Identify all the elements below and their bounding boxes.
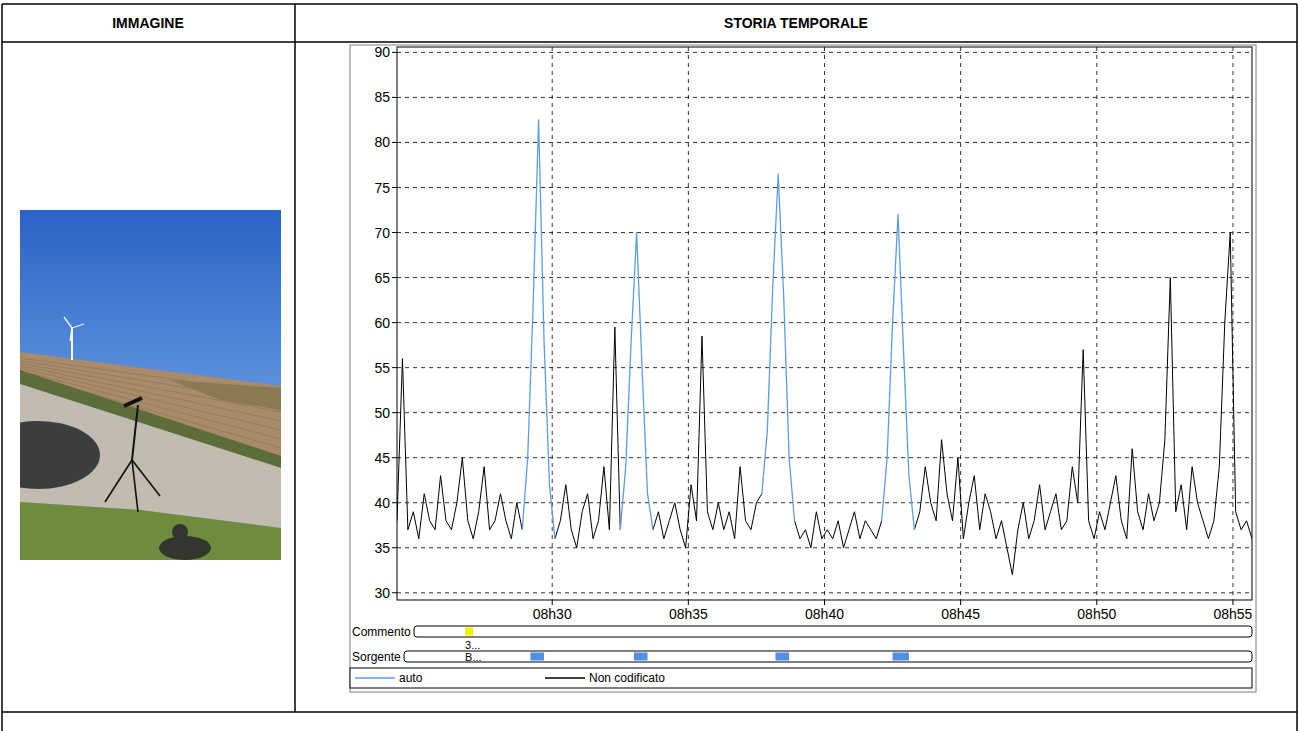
- y-tick: [392, 277, 397, 278]
- x-tick: [960, 600, 961, 605]
- photo-turbine: [70, 328, 72, 341]
- track: Sorgente B...: [352, 650, 1252, 664]
- y-tick: [392, 187, 397, 188]
- y-tick: [392, 412, 397, 413]
- grid-line: [1232, 47, 1233, 600]
- y-tick: [392, 592, 397, 593]
- photo-person-shadow: [159, 536, 211, 560]
- table-rule: [2, 41, 1297, 43]
- track-span: [893, 653, 909, 661]
- table-rule: [1, 4, 3, 731]
- legend-label: auto: [399, 671, 423, 685]
- photo-sky: [20, 210, 281, 560]
- y-tick: [392, 232, 397, 233]
- track-span: [634, 653, 648, 661]
- grid-line: [397, 412, 1252, 413]
- track-span: [775, 653, 789, 661]
- x-tick-label: 08h40: [805, 606, 844, 622]
- y-tick: [392, 322, 397, 323]
- x-tick-label: 08h35: [669, 606, 708, 622]
- x-tick-label: 08h30: [533, 606, 572, 622]
- plot-area: [397, 47, 1252, 600]
- grid-line: [397, 277, 1252, 278]
- x-tick: [1232, 600, 1233, 605]
- track-bar: [404, 651, 1252, 662]
- axes: 30 35 40 45 50 55 60 65 70 75 80 85 90 08h30 08h35 08h4…: [374, 44, 1252, 622]
- y-tick-label: 30: [374, 585, 390, 601]
- legend: auto Non codificato: [350, 668, 1252, 688]
- photo-tripod: [132, 405, 138, 460]
- legend-swatch: [545, 677, 585, 678]
- photo-tripod: [105, 460, 132, 502]
- track-span: [465, 628, 473, 636]
- y-tick-label: 80: [374, 134, 390, 150]
- table-rule: [1296, 4, 1298, 731]
- y-tick-label: 35: [374, 540, 390, 556]
- column-header: STORIA TEMPORALE: [724, 15, 868, 31]
- x-tick: [1096, 600, 1097, 605]
- x-tick-label: 08h45: [941, 606, 980, 622]
- track-span: [530, 653, 544, 661]
- y-tick-label: 50: [374, 405, 390, 421]
- grid-line: [1096, 47, 1097, 600]
- grid-line: [960, 47, 961, 600]
- photo-microphone: [124, 398, 142, 406]
- y-tick-label: 75: [374, 180, 390, 196]
- photo-tripod: [132, 460, 160, 496]
- x-tick: [688, 600, 689, 605]
- table-rule: [2, 3, 1297, 5]
- table-rule: [294, 4, 296, 712]
- series-lines: [397, 120, 1252, 575]
- y-tick-label: 60: [374, 315, 390, 331]
- y-tick-label: 45: [374, 450, 390, 466]
- track-label: Sorgente: [352, 650, 401, 664]
- chart-panel: [350, 45, 1256, 692]
- grid-line: [824, 47, 825, 600]
- photo-grass: [20, 502, 281, 560]
- legend-swatch: [355, 677, 395, 678]
- y-tick-label: 40: [374, 495, 390, 511]
- x-tick: [552, 600, 553, 605]
- x-tick-label: 08h50: [1077, 606, 1116, 622]
- grid-line: [397, 142, 1252, 143]
- photo-turbine: [71, 328, 73, 360]
- table-rule: [2, 711, 1297, 713]
- grid-line: [397, 187, 1252, 188]
- track: Commento 3...: [352, 625, 1252, 651]
- photo-turbine: [64, 317, 72, 328]
- y-tick-label: 55: [374, 360, 390, 376]
- y-tick-label: 70: [374, 225, 390, 241]
- y-tick-label: 65: [374, 270, 390, 286]
- track-text: 3...: [465, 639, 480, 651]
- photo: [20, 210, 281, 560]
- photo-person-shadow: [172, 524, 188, 540]
- legend-box: [350, 668, 1252, 688]
- photo-shadow: [20, 421, 100, 489]
- y-tick: [392, 502, 397, 503]
- column-header: IMMAGINE: [112, 15, 184, 31]
- page: IMMAGINE STORIA TEMPORALE 30 35 40 45 50 55 60 65…: [0, 0, 1299, 731]
- y-tick-label: 90: [374, 44, 390, 60]
- y-tick: [392, 97, 397, 98]
- photo-turbine: [72, 324, 84, 328]
- y-tick: [392, 547, 397, 548]
- x-tick: [824, 600, 825, 605]
- series-line: [522, 120, 914, 539]
- y-tick: [392, 142, 397, 143]
- y-tick: [392, 52, 397, 53]
- x-tick-label: 08h55: [1213, 606, 1252, 622]
- plot-frame: [397, 47, 1252, 600]
- y-tick-label: 85: [374, 89, 390, 105]
- track-bar: [414, 626, 1252, 637]
- grid-line: [397, 547, 1252, 548]
- y-tick: [392, 457, 397, 458]
- legend-label: Non codificato: [589, 671, 665, 685]
- photo-village: [170, 380, 281, 410]
- track-label: Commento: [352, 625, 411, 639]
- track-text: B...: [465, 651, 482, 663]
- grid-line: [397, 52, 1252, 53]
- y-tick: [392, 367, 397, 368]
- series-line: [397, 233, 1252, 575]
- table-frame: [2, 4, 1297, 731]
